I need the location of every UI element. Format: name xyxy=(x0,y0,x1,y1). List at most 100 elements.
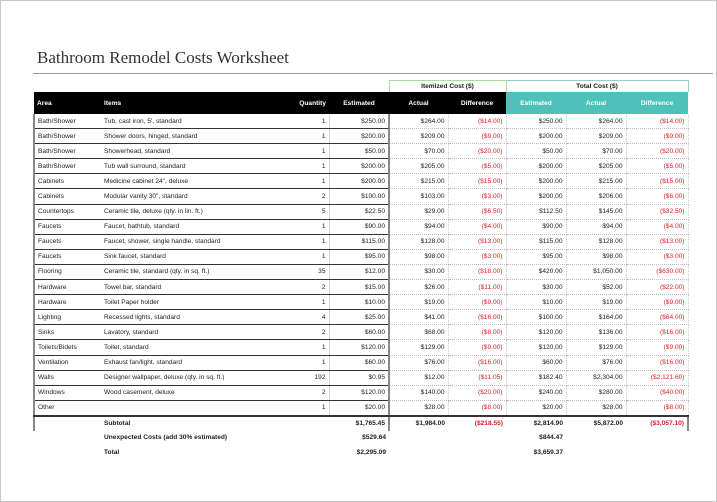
cell-total-actual[interactable]: $145.00 xyxy=(566,204,627,220)
cell-actual[interactable]: $98.00 xyxy=(388,249,449,265)
cell-difference[interactable]: ($20.00) xyxy=(448,385,507,401)
cell-total-actual[interactable]: $129.00 xyxy=(566,339,627,356)
cell-total-difference[interactable]: ($6.00) xyxy=(626,188,689,205)
cell-total-difference[interactable]: ($14.00) xyxy=(626,114,689,130)
cell-total-actual[interactable]: $264.00 xyxy=(566,114,627,130)
cell-total-difference[interactable]: ($2,121.60) xyxy=(626,370,689,386)
cell-quantity[interactable]: 2 xyxy=(266,385,330,401)
cell-quantity[interactable]: 1 xyxy=(266,400,330,417)
cell-total-difference[interactable]: ($630.00) xyxy=(626,264,689,281)
subtotal-difference[interactable]: ($218.55) xyxy=(448,414,506,431)
cell-item[interactable]: Toilet, standard xyxy=(101,339,266,356)
cell-total-difference[interactable]: ($9.00) xyxy=(626,294,689,311)
cell-total-actual[interactable]: $209.00 xyxy=(566,128,627,145)
cell-quantity[interactable]: 1 xyxy=(266,249,330,265)
cell-difference[interactable]: ($3.00) xyxy=(448,249,507,265)
cell-area[interactable]: Windows xyxy=(33,385,101,401)
cell-area[interactable]: Bath/Shower xyxy=(33,128,101,145)
cell-total-difference[interactable]: ($16.00) xyxy=(626,355,689,371)
cell-total-actual[interactable]: $76.00 xyxy=(566,355,627,371)
cell-total-estimated[interactable]: $20.00 xyxy=(506,400,567,417)
cell-total-actual[interactable]: $70.00 xyxy=(566,143,627,160)
cell-total-difference[interactable]: ($3.00) xyxy=(626,249,689,265)
cell-total-estimated[interactable]: $120.00 xyxy=(506,339,567,356)
cell-total-estimated[interactable]: $200.00 xyxy=(506,173,567,190)
cell-actual[interactable]: $19.00 xyxy=(388,294,449,311)
cell-total-actual[interactable]: $2,304.00 xyxy=(566,370,627,386)
cell-item[interactable]: Recessed lights, standard xyxy=(101,309,266,326)
cell-estimated[interactable]: $200.00 xyxy=(329,173,389,190)
col-total-actual[interactable]: Actual xyxy=(566,92,626,114)
cell-total-actual[interactable]: $215.00 xyxy=(566,173,627,190)
cell-estimated[interactable]: $60.00 xyxy=(329,355,389,371)
cell-estimated[interactable]: $50.00 xyxy=(329,143,389,160)
cell-difference[interactable]: ($8.00) xyxy=(448,400,507,417)
subtotal-actual[interactable]: $1,984.00 xyxy=(388,414,448,431)
cell-total-difference[interactable]: ($22.00) xyxy=(626,279,689,296)
col-total-difference[interactable]: Difference xyxy=(626,92,688,114)
cell-actual[interactable]: $94.00 xyxy=(388,219,449,235)
cell-actual[interactable]: $129.00 xyxy=(388,339,449,356)
cell-estimated[interactable]: $200.00 xyxy=(329,158,389,175)
subtotal-total-difference[interactable]: ($3,057.10) xyxy=(626,414,689,431)
cell-total-actual[interactable]: $136.00 xyxy=(566,324,627,341)
cell-total-actual[interactable]: $205.00 xyxy=(566,158,627,175)
cell-total-actual[interactable]: $98.00 xyxy=(566,249,627,265)
cell-total-difference[interactable]: ($64.00) xyxy=(626,309,689,326)
cell-area[interactable]: Ventilation xyxy=(33,355,101,371)
col-difference[interactable]: Difference xyxy=(448,92,506,114)
cell-area[interactable]: Lighting xyxy=(33,309,101,326)
cell-actual[interactable]: $26.00 xyxy=(388,279,449,296)
cell-total-difference[interactable]: ($16.00) xyxy=(626,324,689,341)
cell-quantity[interactable]: 4 xyxy=(266,309,330,326)
cell-difference[interactable]: ($15.00) xyxy=(448,173,507,190)
cell-total-estimated[interactable]: $90.00 xyxy=(506,219,567,235)
cell-quantity[interactable]: 1 xyxy=(266,173,330,190)
cell-estimated[interactable]: $12.00 xyxy=(329,264,389,281)
cell-estimated[interactable]: $10.00 xyxy=(329,294,389,311)
cell-total-difference[interactable]: ($8.00) xyxy=(626,400,689,417)
cell-total-estimated[interactable]: $50.00 xyxy=(506,143,567,160)
cell-actual[interactable]: $30.00 xyxy=(388,264,449,281)
cell-actual[interactable]: $140.00 xyxy=(388,385,449,401)
cell-total-difference[interactable]: ($5.00) xyxy=(626,158,689,175)
cell-total-actual[interactable]: $164.00 xyxy=(566,309,627,326)
subtotal-estimated[interactable]: $1,765.45 xyxy=(329,414,389,431)
cell-quantity[interactable]: 1 xyxy=(266,143,330,160)
cell-total-difference[interactable]: ($20.00) xyxy=(626,143,689,160)
cell-estimated[interactable]: $20.00 xyxy=(329,400,389,417)
cell-difference[interactable]: ($16.00) xyxy=(448,355,507,371)
cell-area[interactable]: Flooring xyxy=(33,264,101,281)
cell-area[interactable]: Faucets xyxy=(33,219,101,235)
cell-area[interactable]: Cabinets xyxy=(33,188,101,205)
cell-quantity[interactable]: 1 xyxy=(266,234,330,250)
cell-actual[interactable]: $12.00 xyxy=(388,370,449,386)
cell-item[interactable]: Wood casement, deluxe xyxy=(101,385,266,401)
cell-item[interactable]: Faucet, bathtub, standard xyxy=(101,219,266,235)
cell-area[interactable]: Hardware xyxy=(33,294,101,311)
cell-quantity[interactable]: 35 xyxy=(266,264,330,281)
cell-estimated[interactable]: $0.95 xyxy=(329,370,389,386)
cell-total-estimated[interactable]: $120.00 xyxy=(506,324,567,341)
cell-item[interactable]: Designer wallpaper, deluxe (qty. in sq. … xyxy=(101,370,266,386)
cell-actual[interactable]: $76.00 xyxy=(388,355,449,371)
cell-item[interactable]: Showerhead, standard xyxy=(101,143,266,160)
cell-item[interactable]: Lavatory, standard xyxy=(101,324,266,341)
cell-item[interactable]: Exhaust fan/light, standard xyxy=(101,355,266,371)
cell-estimated[interactable]: $25.00 xyxy=(329,309,389,326)
cell-total-actual[interactable]: $19.00 xyxy=(566,294,627,311)
cell-total-estimated[interactable]: $112.50 xyxy=(506,204,567,220)
cell-actual[interactable]: $103.00 xyxy=(388,188,449,205)
cell-difference[interactable]: ($3.00) xyxy=(448,188,507,205)
cell-area[interactable]: Toilets/Bidets xyxy=(33,339,101,356)
cell-item[interactable] xyxy=(101,400,266,417)
cell-actual[interactable]: $68.00 xyxy=(388,324,449,341)
cell-item[interactable]: Towel bar, standard xyxy=(101,279,266,296)
total-estimated[interactable]: $2,295.09 xyxy=(356,448,386,456)
cell-item[interactable]: Medicine cabinet 24", deluxe xyxy=(101,173,266,190)
cell-actual[interactable]: $205.00 xyxy=(388,158,449,175)
cell-actual[interactable]: $29.00 xyxy=(388,204,449,220)
cell-area[interactable]: Hardware xyxy=(33,279,101,296)
cell-total-difference[interactable]: ($9.00) xyxy=(626,339,689,356)
cell-estimated[interactable]: $120.00 xyxy=(329,339,389,356)
